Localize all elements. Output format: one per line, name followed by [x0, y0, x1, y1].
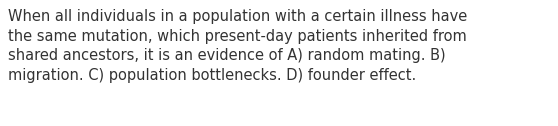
Text: When all individuals in a population with a certain illness have
the same mutati: When all individuals in a population wit…: [8, 9, 468, 83]
